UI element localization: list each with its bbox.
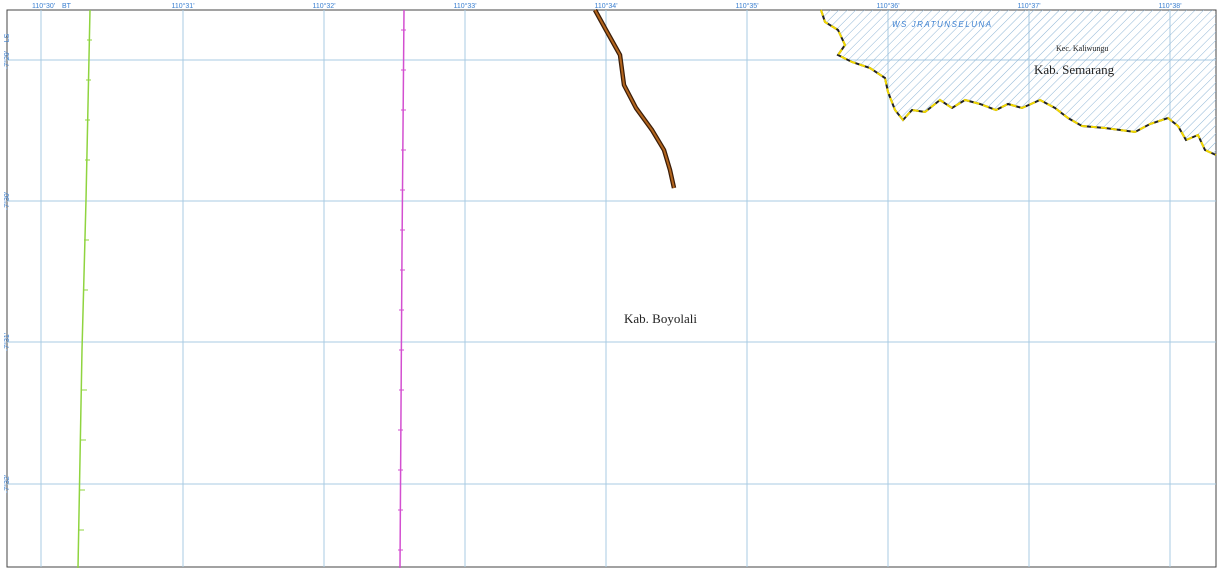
magenta-line[interactable] xyxy=(399,9,405,568)
kaliwungu-label: Kec. Kaliwungu xyxy=(1056,44,1108,53)
green-line[interactable] xyxy=(77,9,91,568)
road-casing xyxy=(593,8,677,189)
lat-labels: LS -7°29' -7°30' -7°31' -7°32' xyxy=(3,33,11,493)
lat-unit-label: LS xyxy=(4,33,11,42)
magenta-line-ticks xyxy=(398,29,406,551)
lat-label: -7°32' xyxy=(3,475,11,493)
map-frame xyxy=(6,9,1217,568)
semarang-label: Kab. Semarang xyxy=(1034,62,1115,77)
district-boundary-dash xyxy=(820,9,1217,156)
lon-label: 110°34' xyxy=(594,2,617,10)
lon-labels: 110°30' BT 110°31' 110°32' 110°33' 110°3… xyxy=(32,2,1182,10)
lon-label: 110°33' xyxy=(453,2,476,10)
lat-label: -7°29' xyxy=(3,51,11,69)
lon-label: 110°32' xyxy=(312,2,335,10)
lon-label: 110°36' xyxy=(876,2,899,10)
lon-label: 110°30' xyxy=(32,2,55,10)
lon-label: 110°38' xyxy=(1158,2,1181,10)
lat-label: -7°31' xyxy=(3,333,11,351)
lon-label: 110°31' xyxy=(171,2,194,10)
lon-label: 110°37' xyxy=(1017,2,1040,10)
lon-unit-label: BT xyxy=(62,3,72,10)
lon-label: 110°35' xyxy=(735,2,758,10)
green-line-ticks xyxy=(79,39,92,531)
lat-label: -7°30' xyxy=(3,192,11,210)
ws-label: WS JRATUNSELUNA xyxy=(892,20,993,29)
semarang-area[interactable] xyxy=(821,10,1216,155)
boyolali-label: Kab. Boyolali xyxy=(624,311,697,326)
road[interactable] xyxy=(594,9,675,189)
